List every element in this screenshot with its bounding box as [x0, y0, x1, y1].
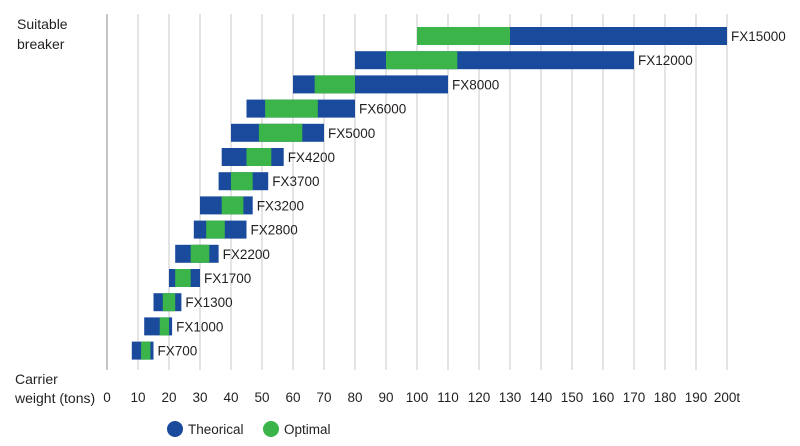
legend-label-theorical: Theorical — [188, 422, 244, 437]
bar-optimal-fx4200 — [246, 148, 272, 166]
x-tick-labels: 0 10 20 30 40 50 60 70 80 90 100 110 120 130 140 150 160… — [103, 390, 740, 405]
x-tick-label: 100 — [406, 390, 429, 405]
legend-swatch-optimal — [263, 421, 279, 437]
bar-label-fx700: FX700 — [158, 344, 198, 359]
legend-swatch-theorical — [167, 421, 183, 437]
bar-label-fx6000: FX6000 — [359, 102, 406, 117]
bar-label-fx4200: FX4200 — [288, 150, 335, 165]
bar-optimal-fx6000 — [265, 99, 318, 118]
bar-optimal-fx8000 — [314, 75, 355, 94]
bar-label-fx12000: FX12000 — [638, 53, 693, 68]
x-tick-label: 90 — [378, 390, 393, 405]
x-tick-label: 160 — [592, 390, 615, 405]
legend-item-theorical: Theorical — [167, 421, 244, 437]
x-tick-label: 150 — [561, 390, 584, 405]
bar-optimal-fx12000 — [386, 51, 458, 70]
x-axis-label-line-2: weight (tons) — [14, 390, 95, 406]
bar-optimal-fx1300 — [162, 293, 176, 312]
x-tick-label: 50 — [254, 390, 269, 405]
bars — [131, 27, 727, 360]
bar-optimal-fx700 — [141, 341, 151, 360]
x-tick-label: 30 — [192, 390, 207, 405]
bar-label-fx1700: FX1700 — [204, 271, 251, 286]
bar-optimal-fx3200 — [221, 196, 244, 215]
bar-optimal-fx2200 — [190, 244, 210, 263]
bar-label-fx5000: FX5000 — [328, 126, 375, 141]
y-axis-label-line-1: Suitable — [17, 16, 68, 32]
bar-label-fx3700: FX3700 — [272, 174, 319, 189]
bar-optimal-fx5000 — [258, 123, 303, 142]
legend-label-optimal: Optimal — [284, 422, 331, 437]
bar-optimal-fx2800 — [206, 220, 225, 239]
x-tick-label: 0 — [103, 390, 111, 405]
x-tick-label: 20 — [161, 390, 176, 405]
bar-optimal-fx1700 — [175, 269, 191, 287]
x-tick-label: 110 — [437, 390, 459, 405]
bar-labels: FX15000 FX12000 FX8000 FX6000 FX5000 FX4200 FX… — [158, 29, 786, 359]
x-tick-label: 60 — [285, 390, 300, 405]
x-tick-label: 40 — [223, 390, 238, 405]
grid-lines — [137, 14, 728, 370]
bar-label-fx8000: FX8000 — [452, 77, 499, 92]
bar-label-fx15000: FX15000 — [731, 29, 786, 44]
bar-label-fx1300: FX1300 — [185, 295, 232, 310]
x-tick-label: 70 — [316, 390, 331, 405]
x-axis-label-line-1: Carrier — [15, 371, 58, 387]
x-tick-label: 200t — [714, 390, 741, 405]
bar-optimal-fx15000 — [417, 27, 510, 45]
legend-item-optimal: Optimal — [263, 421, 331, 437]
x-tick-label: 170 — [623, 390, 646, 405]
legend: Theorical Optimal — [167, 421, 331, 437]
x-tick-label: 140 — [530, 390, 553, 405]
bar-optimal-fx1000 — [159, 317, 169, 336]
bar-label-fx1000: FX1000 — [176, 319, 223, 334]
x-tick-label: 120 — [468, 390, 491, 405]
x-tick-label: 190 — [685, 390, 708, 405]
bar-label-fx2200: FX2200 — [223, 247, 270, 262]
x-tick-label: 10 — [130, 390, 145, 405]
y-axis-label-line-2: breaker — [17, 36, 65, 52]
bar-label-fx2800: FX2800 — [251, 223, 298, 238]
x-tick-label: 180 — [654, 390, 677, 405]
x-tick-label: 80 — [347, 390, 362, 405]
x-tick-label: 130 — [499, 390, 522, 405]
bar-optimal-fx3700 — [231, 172, 253, 191]
bar-label-fx3200: FX3200 — [257, 198, 304, 213]
